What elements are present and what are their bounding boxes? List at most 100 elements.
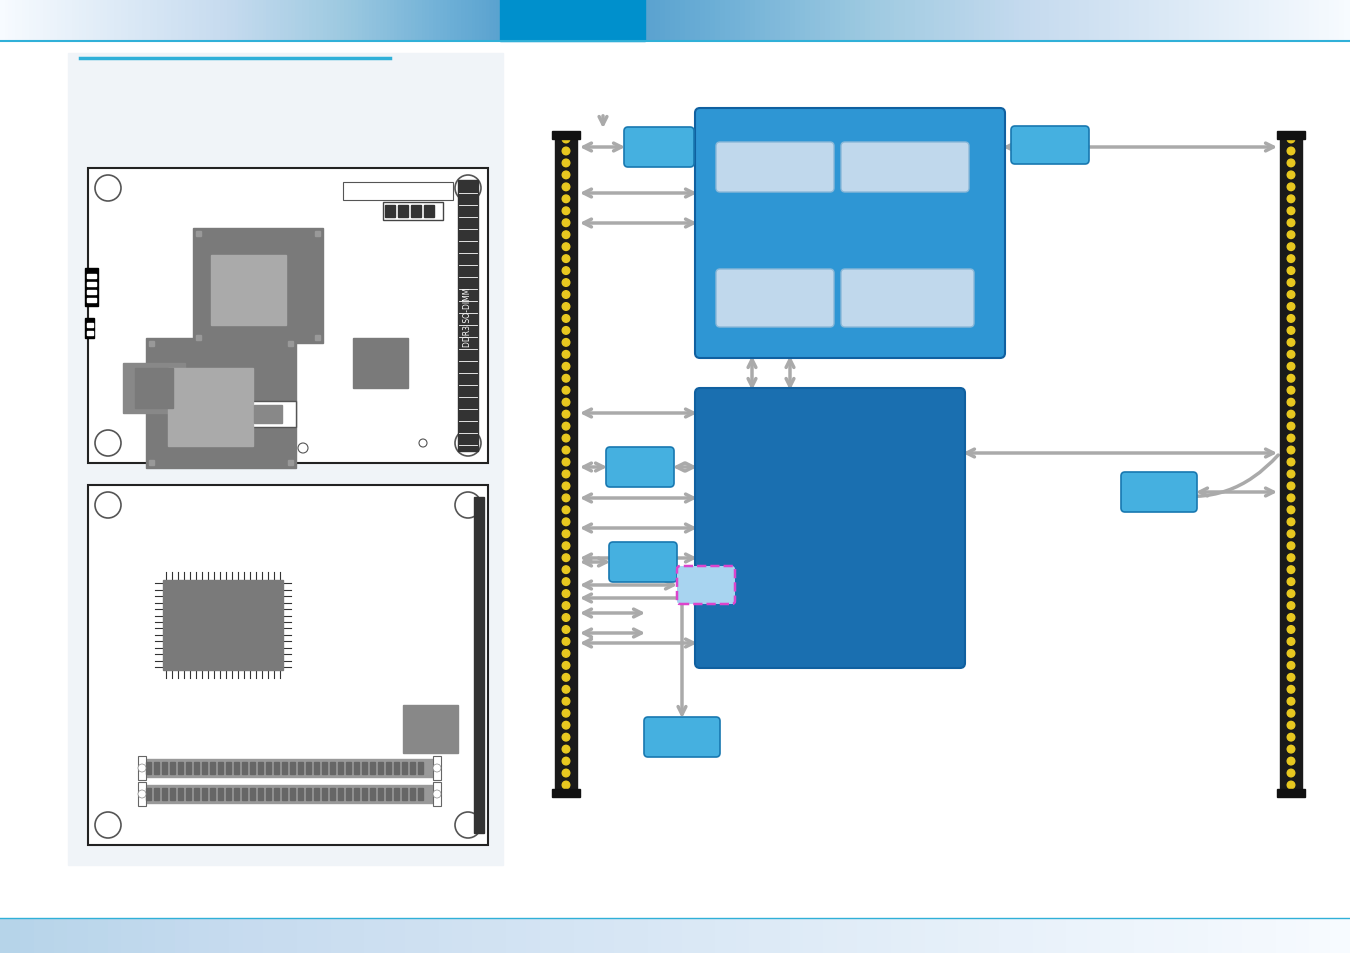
Bar: [217, 441, 288, 456]
Bar: [362, 788, 367, 801]
Circle shape: [562, 758, 570, 765]
Bar: [306, 788, 310, 801]
Bar: [346, 788, 351, 801]
Bar: [86, 324, 93, 328]
Bar: [148, 341, 154, 347]
Circle shape: [95, 493, 122, 518]
Bar: [424, 206, 433, 218]
Circle shape: [562, 458, 570, 466]
Bar: [555, 136, 576, 793]
Circle shape: [1287, 399, 1295, 407]
Circle shape: [1287, 458, 1295, 466]
Circle shape: [1287, 184, 1295, 192]
FancyBboxPatch shape: [695, 389, 965, 668]
Circle shape: [562, 531, 570, 538]
Circle shape: [95, 812, 122, 838]
FancyBboxPatch shape: [1120, 473, 1197, 513]
Circle shape: [1287, 447, 1295, 455]
Bar: [163, 580, 284, 670]
Bar: [346, 762, 351, 774]
Circle shape: [1287, 638, 1295, 645]
Bar: [225, 788, 231, 801]
Bar: [143, 785, 433, 803]
Bar: [86, 298, 96, 303]
Circle shape: [562, 208, 570, 215]
Circle shape: [562, 650, 570, 658]
FancyBboxPatch shape: [644, 718, 720, 758]
Circle shape: [562, 255, 570, 263]
Circle shape: [1287, 195, 1295, 203]
Circle shape: [562, 710, 570, 718]
Bar: [1280, 136, 1301, 793]
Bar: [234, 788, 239, 801]
FancyBboxPatch shape: [716, 143, 834, 193]
Circle shape: [1287, 781, 1295, 789]
Circle shape: [562, 232, 570, 239]
Bar: [154, 762, 159, 774]
Bar: [290, 788, 296, 801]
Bar: [386, 762, 391, 774]
Circle shape: [562, 399, 570, 407]
Circle shape: [562, 363, 570, 371]
Bar: [315, 788, 319, 801]
Bar: [458, 181, 478, 452]
Bar: [248, 401, 296, 428]
Bar: [402, 788, 406, 801]
Bar: [138, 757, 146, 781]
Circle shape: [138, 764, 146, 772]
Circle shape: [1287, 542, 1295, 550]
Circle shape: [1287, 626, 1295, 634]
Circle shape: [1287, 339, 1295, 347]
Bar: [410, 762, 414, 774]
Bar: [242, 788, 247, 801]
Bar: [394, 788, 400, 801]
Circle shape: [1287, 411, 1295, 418]
Circle shape: [1287, 495, 1295, 502]
Bar: [433, 782, 441, 806]
Bar: [474, 497, 485, 833]
Circle shape: [455, 812, 481, 838]
Bar: [266, 788, 271, 801]
Bar: [378, 788, 383, 801]
Circle shape: [1287, 136, 1295, 144]
Circle shape: [562, 721, 570, 729]
Bar: [86, 274, 96, 278]
Circle shape: [1287, 602, 1295, 610]
Bar: [394, 762, 400, 774]
Bar: [170, 762, 176, 774]
Circle shape: [1287, 769, 1295, 777]
Circle shape: [562, 769, 570, 777]
Bar: [383, 203, 443, 221]
Bar: [386, 788, 391, 801]
Bar: [282, 788, 288, 801]
Circle shape: [562, 303, 570, 311]
Circle shape: [95, 175, 122, 202]
Bar: [315, 232, 320, 236]
Bar: [225, 762, 231, 774]
Circle shape: [1287, 662, 1295, 669]
Circle shape: [562, 686, 570, 694]
Circle shape: [562, 423, 570, 431]
Circle shape: [1287, 351, 1295, 358]
Circle shape: [562, 698, 570, 705]
Bar: [290, 762, 296, 774]
Bar: [123, 364, 185, 414]
Circle shape: [1287, 303, 1295, 311]
Circle shape: [562, 375, 570, 383]
Circle shape: [562, 447, 570, 455]
Bar: [298, 788, 302, 801]
Bar: [167, 369, 252, 447]
Circle shape: [433, 790, 441, 799]
Bar: [178, 788, 184, 801]
Bar: [385, 206, 396, 218]
Bar: [418, 762, 423, 774]
Circle shape: [418, 439, 427, 448]
Bar: [170, 788, 176, 801]
Bar: [250, 788, 255, 801]
Circle shape: [562, 136, 570, 144]
Bar: [154, 788, 159, 801]
Bar: [143, 760, 433, 778]
Circle shape: [562, 195, 570, 203]
Bar: [162, 788, 167, 801]
Bar: [148, 460, 154, 465]
